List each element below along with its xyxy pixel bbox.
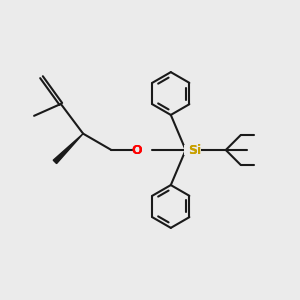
Text: Si: Si (188, 143, 201, 157)
Text: O: O (131, 143, 142, 157)
Bar (133, 145, 142, 155)
Bar (184, 145, 200, 155)
Text: O: O (131, 143, 142, 157)
Polygon shape (53, 134, 83, 164)
Text: Si: Si (188, 143, 201, 157)
